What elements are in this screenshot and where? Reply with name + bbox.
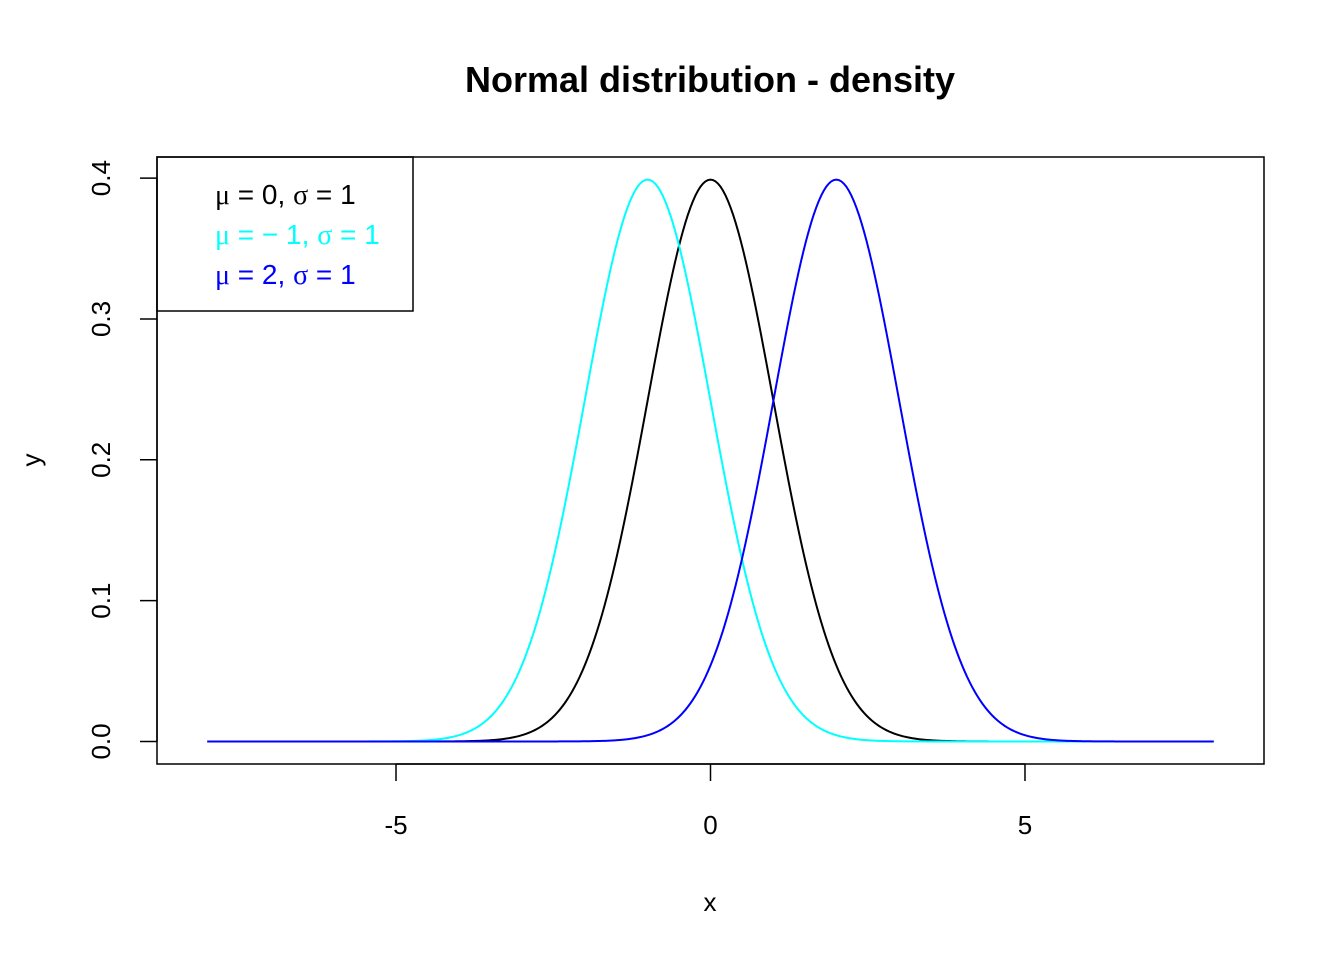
x-axis: -5 0 5 xyxy=(384,763,1032,840)
y-tick-label: 0.3 xyxy=(86,301,116,337)
x-axis-label: x xyxy=(704,887,717,917)
curves-group xyxy=(207,178,1214,743)
x-tick-label: -5 xyxy=(384,810,407,840)
chart-title: Normal distribution - density xyxy=(465,59,955,100)
y-axis: 0.0 0.1 0.2 0.3 0.4 xyxy=(86,160,158,760)
y-tick-label: 0.1 xyxy=(86,583,116,619)
legend-entry-2: μ = − 1, σ = 1 xyxy=(215,219,380,251)
x-tick-label: 5 xyxy=(1018,810,1032,840)
series-line-2 xyxy=(207,178,1214,743)
legend-entry-1: μ = 0, σ = 1 xyxy=(215,179,356,211)
x-tick-label: 0 xyxy=(703,810,717,840)
series-line-3 xyxy=(207,178,1214,743)
y-tick-label: 0.0 xyxy=(86,723,116,759)
legend-entry-3: μ = 2, σ = 1 xyxy=(215,259,356,291)
y-axis-label: y xyxy=(16,454,46,467)
y-tick-label: 0.4 xyxy=(86,160,116,196)
legend-box xyxy=(156,156,414,312)
y-tick-label: 0.2 xyxy=(86,442,116,478)
legend: μ = 0, σ = 1 μ = − 1, σ = 1 μ = 2, σ = 1 xyxy=(156,156,414,312)
series-line-1 xyxy=(207,178,1214,743)
